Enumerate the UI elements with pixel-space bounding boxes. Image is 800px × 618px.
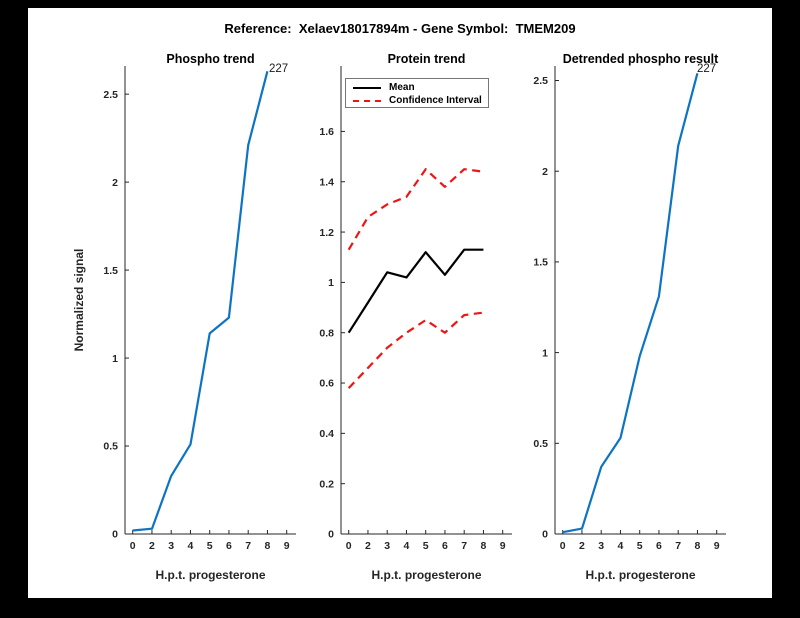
svg-text:6: 6 (656, 540, 662, 552)
svg-text:1.6: 1.6 (319, 126, 334, 138)
legend-entry-confidence-interval: Confidence Interval (346, 94, 488, 107)
svg-text:1.2: 1.2 (319, 227, 334, 239)
svg-text:5: 5 (637, 540, 643, 552)
svg-text:7: 7 (675, 540, 681, 552)
series-confidence-interval-upper- (347, 168, 484, 251)
svg-text:5: 5 (207, 540, 213, 552)
svg-text:9: 9 (500, 540, 506, 552)
svg-text:4: 4 (188, 540, 194, 552)
svg-text:9: 9 (714, 540, 720, 552)
svg-text:0: 0 (112, 529, 118, 541)
svg-text:8: 8 (265, 540, 271, 552)
svg-text:8: 8 (695, 540, 701, 552)
subplot-title-detrended-phospho: Detrended phospho result (562, 52, 719, 66)
series-phospho-signal (132, 71, 269, 532)
subplot-title-protein-trend: Protein trend (387, 52, 466, 66)
series-detrended-phospho-signal (562, 73, 699, 534)
svg-text:1.5: 1.5 (533, 257, 548, 269)
svg-text:1.4: 1.4 (319, 176, 334, 188)
svg-text:7: 7 (461, 540, 467, 552)
svg-text:8: 8 (481, 540, 487, 552)
axis-spines (340, 66, 512, 535)
svg-text:1: 1 (328, 277, 334, 289)
detrended-phospho-plot: 0 0.5 1 1.5 2 2.5 0 2 3 4 5 6 7 8 9 (533, 66, 726, 552)
svg-text:2: 2 (579, 540, 585, 552)
svg-text:4: 4 (618, 540, 624, 552)
x-axis-ticks: 0 2 3 4 5 6 7 8 9 (346, 530, 506, 552)
svg-text:2: 2 (112, 177, 118, 189)
svg-text:6: 6 (442, 540, 448, 552)
legend-box: Mean Confidence Interval (345, 78, 489, 108)
svg-text:2.5: 2.5 (103, 89, 118, 101)
series-mean (347, 248, 484, 334)
svg-text:3: 3 (168, 540, 174, 552)
legend-entry-mean: Mean (346, 81, 488, 94)
x-axis-ticks: 0 2 3 4 5 6 7 8 9 (560, 530, 720, 552)
svg-text:0.4: 0.4 (319, 428, 334, 440)
svg-text:0: 0 (130, 540, 136, 552)
axis-spines (124, 66, 296, 535)
svg-text:6: 6 (226, 540, 232, 552)
svg-text:0.6: 0.6 (319, 378, 334, 390)
series-confidence-interval-lower- (347, 311, 484, 389)
confidence-interval-line-sample (353, 99, 381, 102)
phospho-trend-plot: 0 0.5 1 1.5 2 2.5 0 2 3 4 5 6 7 8 9 (103, 66, 296, 552)
svg-text:0: 0 (542, 529, 548, 541)
svg-text:3: 3 (598, 540, 604, 552)
x-axis-label-plot3: H.p.t. progesterone (585, 568, 696, 582)
subplot-title-phospho-trend: Phospho trend (166, 52, 255, 66)
svg-text:0: 0 (560, 540, 566, 552)
svg-text:3: 3 (384, 540, 390, 552)
svg-text:5: 5 (423, 540, 429, 552)
x-axis-ticks: 0 2 3 4 5 6 7 8 9 (130, 530, 290, 552)
svg-text:2: 2 (149, 540, 155, 552)
y-axis-ticks: 0 0.5 1 1.5 2 2.5 (103, 89, 129, 541)
svg-text:2.5: 2.5 (533, 75, 548, 87)
legend-label-mean: Mean (389, 82, 415, 93)
svg-text:0.5: 0.5 (533, 438, 548, 450)
detrended-end-value-label: 227 (697, 63, 717, 75)
svg-text:0.2: 0.2 (319, 478, 334, 490)
phospho-end-value-label: 227 (269, 63, 289, 75)
x-axis-label-plot2: H.p.t. progesterone (371, 568, 482, 582)
legend-label-confidence-interval: Confidence Interval (389, 95, 482, 106)
axis-spines (554, 66, 726, 535)
mean-line-sample (353, 86, 381, 89)
protein-trend-plot: 0 0.2 0.4 0.6 0.8 1 1.2 1.4 1.6 0 2 3 4 5 6 7 8 9 (319, 66, 512, 552)
svg-text:0: 0 (346, 540, 352, 552)
svg-text:0: 0 (328, 529, 334, 541)
svg-text:2: 2 (365, 540, 371, 552)
svg-text:9: 9 (284, 540, 290, 552)
svg-text:0.5: 0.5 (103, 441, 118, 453)
svg-text:1.5: 1.5 (103, 265, 118, 277)
x-axis-label-plot1: H.p.t. progesterone (155, 568, 266, 582)
svg-text:1: 1 (112, 353, 118, 365)
svg-text:4: 4 (404, 540, 410, 552)
figure-title: Reference: Xelaev18017894m - Gene Symbol… (224, 21, 576, 36)
svg-text:2: 2 (542, 166, 548, 178)
y-axis-ticks: 0 0.5 1 1.5 2 2.5 (533, 75, 559, 541)
matlab-figure-canvas: Reference: Xelaev18017894m - Gene Symbol… (28, 8, 772, 598)
svg-text:7: 7 (245, 540, 251, 552)
svg-text:1: 1 (542, 347, 548, 359)
y-axis-ticks: 0 0.2 0.4 0.6 0.8 1 1.2 1.4 1.6 (319, 126, 345, 541)
svg-text:0.8: 0.8 (319, 327, 334, 339)
